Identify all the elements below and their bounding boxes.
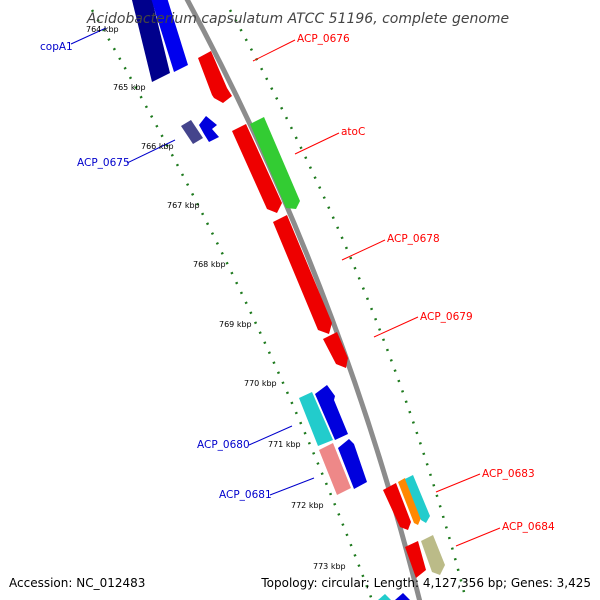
- gene-label-acp-0678: ACP_0678: [387, 233, 440, 245]
- gene-acp-0681: [319, 443, 351, 495]
- gene-label-copa1: copA1: [40, 41, 73, 53]
- leader-copa1: [70, 27, 107, 45]
- gene-forward-red-lower: [383, 483, 411, 530]
- leader-acp-0678: [341, 239, 386, 261]
- gene-acp-0684: [405, 541, 426, 578]
- kbp-label-767: 767 kbp: [167, 201, 200, 210]
- leader-acp-0684: [455, 527, 501, 547]
- gene-label-acp-0681: ACP_0681: [219, 489, 272, 501]
- kbp-label-769: 769 kbp: [219, 320, 252, 329]
- kbp-label-773: 773 kbp: [313, 562, 346, 571]
- kbp-label-772: 772 kbp: [291, 501, 324, 510]
- map-title: Acidobacterium capsulatum ATCC 51196, co…: [86, 11, 509, 27]
- gene-label-acp-0680: ACP_0680: [197, 439, 250, 451]
- gene-reverse-small-blue: [199, 116, 219, 142]
- gene-label-acp-0683: ACP_0683: [482, 468, 535, 480]
- gene-label-acp-0675: ACP_0675: [77, 157, 130, 169]
- gc-track-inner: [90, 9, 374, 600]
- gene-label-acp-0676: ACP_0676: [297, 33, 350, 45]
- gene-label-atoC: atoC: [341, 126, 365, 138]
- gene-reverse-blue-top: [151, 0, 188, 72]
- gene-label-acp-0679: ACP_0679: [420, 311, 473, 323]
- kbp-label-764: 764 kbp: [86, 25, 119, 34]
- leader-acp-0681: [269, 477, 315, 496]
- gene-forward-tan: [421, 535, 445, 575]
- leader-acp-0683: [435, 473, 481, 493]
- kbp-label-770: 770 kbp: [244, 379, 277, 388]
- gene-atoC: [250, 117, 300, 209]
- gene-reverse-blue-mid-2: [338, 439, 367, 489]
- gene-reverse-bottom-blue: [395, 593, 410, 600]
- gc-track-outer: [228, 9, 468, 600]
- kbp-label-771: 771 kbp: [268, 440, 301, 449]
- leader-acp-0676: [252, 39, 296, 62]
- gene-acp-0677: [232, 124, 282, 213]
- gene-copa1: [131, 0, 170, 82]
- gene-acp-0676: [198, 51, 232, 103]
- leader-acp-0680: [248, 425, 293, 446]
- gene-reverse-bottom-cyan: [378, 594, 391, 600]
- kbp-label-765: 765 kbp: [113, 83, 146, 92]
- leader-acp-0679: [373, 316, 419, 338]
- kbp-label-766: 766 kbp: [141, 142, 174, 151]
- gene-label-acp-0684: ACP_0684: [502, 521, 555, 533]
- gene-forward-orange: [398, 478, 421, 525]
- accession-text: Accession: NC_012483: [9, 576, 145, 590]
- gene-acp-0680: [299, 392, 333, 446]
- topology-text: Topology: circular; Length: 4,127,356 bp…: [260, 576, 591, 590]
- gene-reverse-blue-mid-1: [315, 385, 348, 440]
- leader-acp-0675: [126, 139, 176, 164]
- kbp-label-768: 768 kbp: [193, 260, 226, 269]
- gene-acp-0683: [405, 475, 430, 523]
- gene-acp-0678: [273, 215, 332, 334]
- gene-acp-0675: [181, 120, 203, 144]
- leader-atoC: [294, 132, 340, 155]
- gene-acp-0679: [323, 332, 348, 368]
